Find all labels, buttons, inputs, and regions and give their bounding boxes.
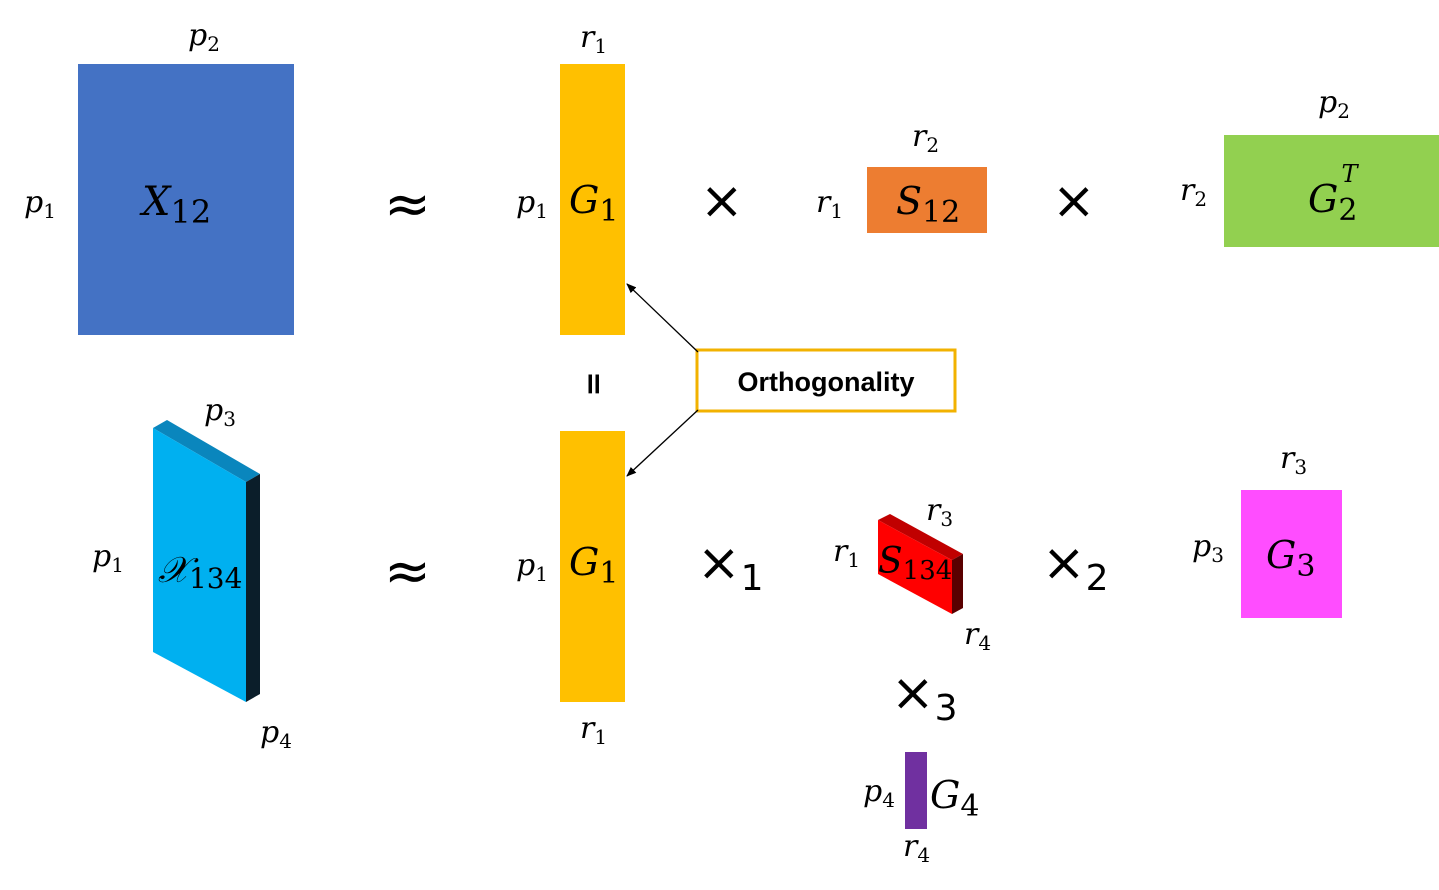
x12-matrix (78, 64, 294, 335)
orthogonality-label: Orthogonality (738, 367, 915, 397)
g4-label: G4 (930, 773, 979, 824)
s134-bottom-dim: r4 (964, 617, 991, 655)
x134-label: 𝒳134 (158, 550, 242, 595)
approx-row1: ≈ (384, 172, 431, 237)
g2t-label: G2T (1308, 160, 1359, 228)
g4-bottom-dim: r4 (903, 829, 930, 867)
times-2: ×2 (1042, 533, 1108, 599)
g3-label: G3 (1266, 533, 1315, 584)
g1-top-dim-row1: r1 (580, 20, 607, 58)
s134-tensor-front (878, 520, 952, 614)
s12-label: S12 (896, 179, 960, 230)
g4-left-dim: p4 (863, 774, 895, 812)
times-3: ×3 (891, 663, 957, 729)
g2t-left-dim: r2 (1180, 173, 1207, 211)
times-row1-b: × (1052, 171, 1096, 231)
s134-tensor-side (952, 554, 963, 614)
g1-matrix-row1 (560, 64, 625, 335)
g1-label-row2: G1 (569, 540, 618, 591)
g1-left-dim-row1: p1 (516, 185, 548, 223)
times-row1-a: × (700, 171, 744, 231)
s134-label: S134 (878, 541, 952, 586)
s134-tensor-top (878, 514, 963, 560)
x12-top-dim: p2 (188, 18, 220, 56)
g3-matrix (1241, 490, 1342, 618)
g1-matrix-row2 (560, 431, 625, 702)
s12-top-dim: r2 (912, 119, 939, 157)
x12-label: X12 (139, 179, 211, 231)
g4-matrix (905, 752, 927, 829)
x134-left-dim: p1 (92, 539, 124, 577)
s12-left-dim: r1 (816, 185, 843, 223)
equal-sign: = (576, 371, 611, 396)
g3-top-dim: r3 (1280, 441, 1307, 479)
approx-row2: ≈ (384, 539, 431, 604)
orthogonality-arrow-down (626, 409, 699, 477)
g3-left-dim: p3 (1192, 529, 1224, 567)
x12-left-dim: p1 (24, 185, 56, 223)
times-1: ×1 (697, 533, 763, 599)
s134-top-dim: r3 (926, 493, 953, 531)
s12-matrix (867, 167, 987, 233)
x134-tensor-top (153, 420, 260, 482)
g2t-matrix (1224, 135, 1439, 247)
x134-top-dim: p3 (204, 393, 236, 431)
orthogonality-box (695, 348, 957, 413)
g1-left-dim-row2: p1 (516, 548, 548, 586)
x134-tensor-front (153, 428, 246, 702)
x134-tensor-side (246, 474, 260, 702)
g2t-top-dim: p2 (1318, 85, 1350, 123)
orthogonality-arrow-up (626, 283, 699, 353)
g1-label-row1: G1 (569, 178, 618, 229)
s134-left-dim: r1 (833, 534, 860, 572)
g1-bottom-dim-row2: r1 (580, 711, 607, 749)
x134-bottom-dim: p4 (260, 715, 292, 753)
